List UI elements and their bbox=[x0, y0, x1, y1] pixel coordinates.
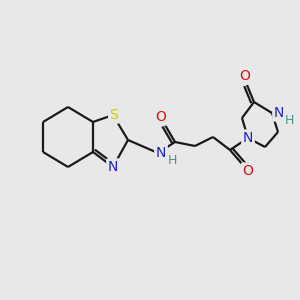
Text: O: O bbox=[156, 110, 167, 124]
Text: N: N bbox=[156, 146, 166, 160]
Text: H: H bbox=[167, 154, 177, 167]
Text: N: N bbox=[108, 160, 118, 174]
Text: N: N bbox=[243, 131, 253, 145]
Text: H: H bbox=[284, 113, 294, 127]
Text: N: N bbox=[274, 106, 284, 120]
Text: O: O bbox=[240, 69, 250, 83]
Text: S: S bbox=[110, 108, 118, 122]
Text: O: O bbox=[243, 164, 254, 178]
